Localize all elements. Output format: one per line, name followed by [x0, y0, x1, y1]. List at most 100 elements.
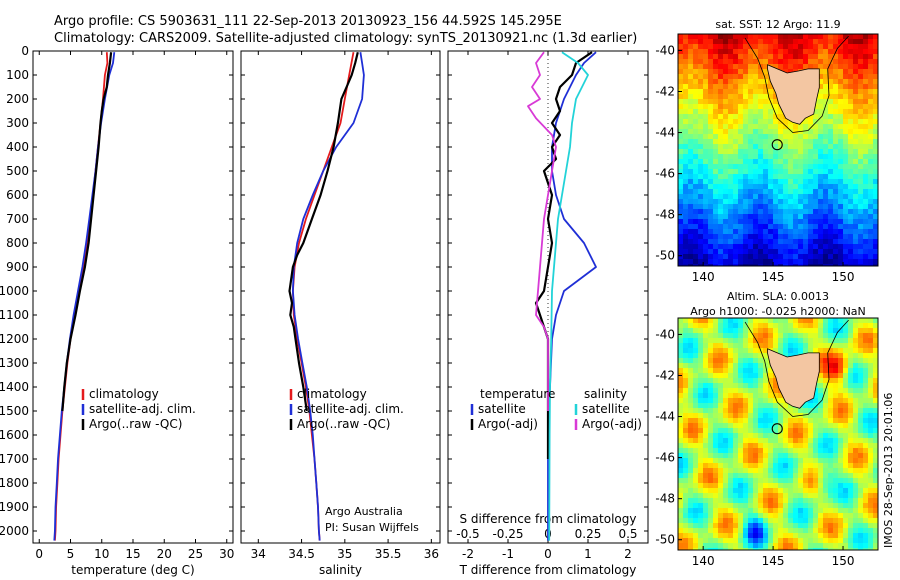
legend-temp-label: satellite: [478, 402, 526, 416]
salinity-xtick-label: 35.5: [375, 547, 402, 561]
sst-field: [678, 34, 878, 266]
temperature-frame: [32, 50, 234, 544]
sla-xtick-label: 145: [762, 554, 785, 568]
legend-sal-label: Argo(-adj): [582, 417, 642, 431]
sla-frame: [677, 317, 879, 551]
salinity-xtick-label: 34.5: [288, 547, 315, 561]
depth-tick-label: 1800: [0, 476, 29, 490]
sdiff-tick-label: 0.25: [575, 527, 602, 541]
salinity-legend-label: climatology: [297, 387, 367, 401]
salinity-panel: 34 34.5 35 35.5 36 salinity climatologysatelli…: [240, 50, 441, 577]
sla-ytick-label: -42: [655, 368, 675, 382]
depth-tick-label: 300: [6, 116, 29, 130]
depth-tick-label: 1300: [0, 356, 29, 370]
figure-title-line2: Climatology: CARS2009. Satellite-adjuste…: [54, 31, 638, 46]
depth-tick-label: 100: [6, 68, 29, 82]
depth-tick-label: 0: [21, 44, 29, 58]
argo-australia-label: Argo Australia: [325, 505, 403, 518]
salinity-xlabel: salinity: [319, 563, 362, 577]
salinity-legend-label: satellite-adj. clim.: [297, 402, 404, 416]
depth-tick-label: 1200: [0, 332, 29, 346]
depth-tick-label: 1900: [0, 500, 29, 514]
temperature-xtick-label: 20: [157, 547, 172, 561]
differences-xtick-label: 0: [544, 547, 552, 561]
sdiff-tick-label: 0.5: [618, 527, 637, 541]
sla-xtick-label: 140: [692, 554, 715, 568]
sla-map-panel: 140 145 150 -40 -42 -44 -46 -48 -50 Altim. SLA: 0…: [655, 290, 879, 568]
depth-tick-label: 700: [6, 212, 29, 226]
differences-series-sat_salinity: [548, 51, 589, 541]
legend-temperature-title: temperature: [480, 387, 555, 401]
argo-position-marker: [771, 139, 783, 151]
differences-series-argo_salinity: [527, 51, 557, 411]
temperature-legend-label: satellite-adj. clim.: [89, 402, 196, 416]
sla-ytick-label: -40: [655, 327, 675, 341]
sla-map-title-2: Argo h1000: -0.025 h2000: NaN: [690, 305, 866, 318]
argo-position-marker: [771, 423, 783, 435]
legend-salinity-title: salinity: [584, 387, 627, 401]
sst-xtick-label: 145: [762, 270, 785, 284]
sst-xtick-label: 140: [692, 270, 715, 284]
sst-ytick-label: -50: [655, 249, 675, 263]
depth-tick-label: 1500: [0, 404, 29, 418]
salinity-xtick-label: 36: [424, 547, 439, 561]
differences-xtick-label: -2: [462, 547, 474, 561]
salinity-series-argo: [288, 51, 359, 412]
sst-ytick-label: -46: [655, 167, 675, 181]
temperature-xlabel: temperature (deg C): [71, 563, 194, 577]
sst-ytick-label: -48: [655, 208, 675, 222]
depth-tick-label: 2000: [0, 524, 29, 538]
depth-tick-label: 1600: [0, 428, 29, 442]
differences-xtick-label: 2: [624, 547, 632, 561]
sla-ytick-label: -44: [655, 410, 675, 424]
depth-tick-label: 900: [6, 260, 29, 274]
timestamp-label: IMOS 28-Sep-2013 20:01:06: [882, 393, 895, 548]
sla-xtick-label: 150: [832, 554, 855, 568]
depth-tick-label: 400: [6, 140, 29, 154]
pi-label: PI: Susan Wijffels: [325, 521, 419, 534]
sla-map-title-1: Altim. SLA: 0.0013: [727, 290, 829, 303]
sdiff-tick-label: -0.25: [492, 527, 523, 541]
bathymetry-contour: [744, 35, 849, 133]
depth-tick-label: 1100: [0, 308, 29, 322]
depth-tick-label: 1400: [0, 380, 29, 394]
temperature-legend-label: climatology: [89, 387, 159, 401]
sst-frame: [677, 33, 879, 267]
temperature-xtick-label: 15: [125, 547, 140, 561]
temperature-series-argo: [61, 52, 113, 412]
sla-ytick-label: -50: [655, 533, 675, 547]
temperature-legend-label: Argo(..raw -QC): [89, 417, 182, 431]
depth-tick-label: 1700: [0, 452, 29, 466]
temperature-panel: 0 5 10 15 20 25 300100200300400500600700800900…: [0, 44, 234, 577]
tasmania-coast: [767, 348, 820, 409]
sst-ytick-label: -44: [655, 126, 675, 140]
temperature-xtick-label: 25: [188, 547, 203, 561]
sla-ytick-label: -46: [655, 451, 675, 465]
depth-tick-label: 1000: [0, 284, 29, 298]
sst-ytick-label: -40: [655, 43, 675, 57]
depth-tick-label: 200: [6, 92, 29, 106]
sst-map-title: sat. SST: 12 Argo: 11.9: [715, 18, 840, 31]
bathymetry-contour: [744, 319, 849, 417]
temperature-xtick-label: 5: [67, 547, 75, 561]
legend-temp-label: Argo(-adj): [478, 417, 538, 431]
tasmania-coast: [767, 64, 820, 125]
sst-xtick-label: 150: [832, 270, 855, 284]
figure-title-line1: Argo profile: CS 5903631_111 22-Sep-2013…: [54, 14, 562, 29]
sdiff-tick-label: -0.5: [456, 527, 479, 541]
sst-map-panel: 140 145 150 -40 -42 -44 -46 -48 -50 sat. SST: 12 …: [655, 18, 879, 284]
salinity-xtick-label: 35: [337, 547, 352, 561]
salinity-frame: [240, 50, 441, 544]
depth-tick-label: 500: [6, 164, 29, 178]
temperature-xtick-label: 0: [35, 547, 43, 561]
depth-tick-label: 600: [6, 188, 29, 202]
sla-ytick-label: -48: [655, 492, 675, 506]
legend-sal-label: satellite: [582, 402, 630, 416]
temperature-xtick-label: 30: [219, 547, 234, 561]
differences-xtick-label: -1: [502, 547, 514, 561]
differences-xlabel: T difference from climatology: [459, 563, 637, 577]
differences-xtick-label: 1: [584, 547, 592, 561]
depth-tick-label: 800: [6, 236, 29, 250]
salinity-series-satellite: [291, 52, 365, 541]
